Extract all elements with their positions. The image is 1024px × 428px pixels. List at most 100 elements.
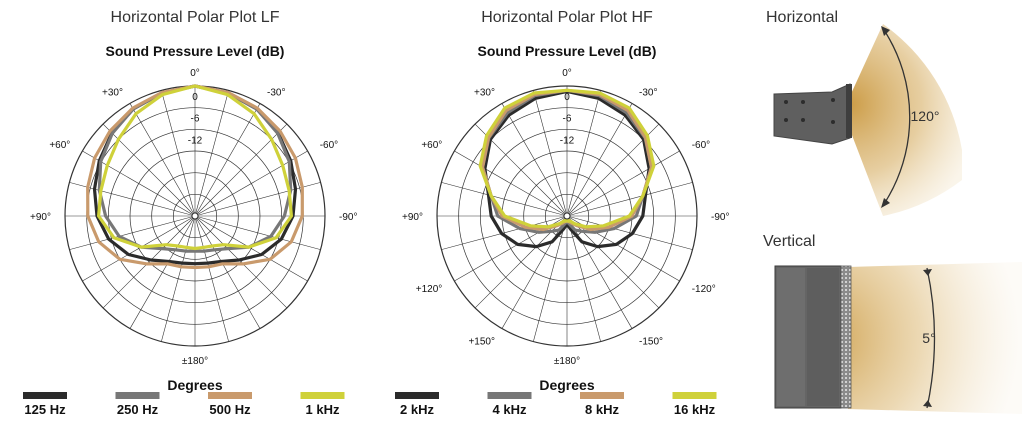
legend-label: 500 Hz <box>209 402 251 417</box>
grid-spoke <box>129 215 196 329</box>
grid-spoke <box>194 215 308 282</box>
grid-spoke <box>161 90 196 217</box>
radial-tick-label: -12 <box>560 135 575 146</box>
horizontal-angle-arc <box>883 29 911 205</box>
vertical-angle-arc <box>926 267 936 409</box>
x-axis-label: Degrees <box>167 377 222 393</box>
arc-arrowhead-top <box>881 26 890 36</box>
coverage-svg: 120° 5° <box>773 24 1022 414</box>
grid-spoke <box>454 150 568 217</box>
mount-hole-icon <box>801 118 805 122</box>
grid-spoke <box>82 215 196 282</box>
grid-spoke <box>194 215 288 309</box>
mount-hole-icon <box>784 100 788 104</box>
angle-label: -90° <box>711 212 729 223</box>
arc-arrowhead-bottom <box>923 400 932 407</box>
angle-label: ±180° <box>182 356 208 367</box>
grid-spoke <box>441 215 568 250</box>
grid-spoke <box>566 150 680 217</box>
grid-spoke <box>441 182 568 217</box>
hf-plot-title: Horizontal Polar Plot HF <box>481 9 653 26</box>
mount-hole-icon <box>784 118 788 122</box>
radial-tick-label: 0 <box>564 92 570 103</box>
angle-label: +30° <box>102 87 123 98</box>
grid-spoke <box>161 215 196 342</box>
lf-polar-plot: Horizontal Polar Plot LF Sound Pressure … <box>0 0 390 428</box>
speaker-front-edge <box>846 84 852 138</box>
angle-label: +30° <box>474 87 495 98</box>
angle-label: ±180° <box>554 356 580 367</box>
legend-swatch <box>395 392 439 399</box>
grid-spoke <box>533 215 568 342</box>
grid-spoke <box>566 90 601 217</box>
lf-polar-svg: Sound Pressure Level (dB) 0 -6 -12 0° -30° -60… <box>23 43 357 417</box>
angle-label: -30° <box>267 87 285 98</box>
radial-tick-label: -6 <box>563 114 572 125</box>
grid-spoke <box>194 90 229 217</box>
legend-label: 8 kHz <box>585 402 619 417</box>
mount-hole-icon <box>831 120 835 124</box>
angle-label: -120° <box>692 284 716 295</box>
grid-spoke <box>102 215 196 309</box>
grid-spoke <box>566 182 693 217</box>
series-line-2-khz <box>483 89 651 249</box>
legend-swatch <box>208 392 252 399</box>
horizontal-angle-label: 120° <box>911 108 940 124</box>
legend-label: 250 Hz <box>117 402 159 417</box>
arc-arrowhead-top <box>923 269 932 276</box>
grid-spoke <box>69 215 196 250</box>
plot-center <box>563 212 571 220</box>
speaker-top-view <box>773 83 851 145</box>
angle-label: +120° <box>416 284 443 295</box>
grid-spoke <box>501 215 568 329</box>
vertical-coverage-title: Vertical <box>763 233 816 250</box>
plot-subtitle: Sound Pressure Level (dB) <box>106 43 285 59</box>
grid-spoke <box>194 215 261 329</box>
grid-spoke <box>566 215 693 250</box>
mount-hole-icon <box>831 98 835 102</box>
angle-label: +60° <box>49 140 70 151</box>
legend-label: 16 kHz <box>674 402 716 417</box>
angle-label: +150° <box>468 337 495 348</box>
angle-label: -90° <box>339 212 357 223</box>
grid-spoke <box>566 103 633 217</box>
speaker-side-panel <box>807 268 839 406</box>
plot-subtitle: Sound Pressure Level (dB) <box>478 43 657 59</box>
grid-spoke <box>566 215 633 329</box>
series-line-1-khz <box>97 84 293 251</box>
vertical-angle-label: 5° <box>922 330 935 346</box>
horizontal-coverage-title: Horizontal <box>766 9 839 26</box>
plot-center <box>191 212 199 220</box>
grid-spoke <box>533 90 568 217</box>
angle-label: -30° <box>639 87 657 98</box>
angle-label: -60° <box>692 140 710 151</box>
legend-swatch <box>300 392 345 399</box>
legend-swatch <box>115 392 160 399</box>
hf-polar-plot: Horizontal Polar Plot HF Sound Pressure … <box>372 0 762 428</box>
grid-spoke <box>194 215 229 342</box>
legend-label: 125 Hz <box>24 402 66 417</box>
grid-spoke <box>194 182 321 217</box>
legend-label: 1 kHz <box>306 402 340 417</box>
legend-label: 2 kHz <box>400 402 434 417</box>
series-line-500-hz <box>86 84 304 270</box>
speaker-side-panel <box>777 268 805 406</box>
grid-spoke <box>69 182 196 217</box>
grid-spoke <box>102 123 196 217</box>
radial-tick-label: -12 <box>188 135 203 146</box>
angle-label: +90° <box>30 212 51 223</box>
series-line-250-hz <box>97 84 293 253</box>
angle-label: +90° <box>402 212 423 223</box>
legend-label: 4 kHz <box>493 402 527 417</box>
legend-swatch <box>23 392 67 399</box>
mount-hole-icon <box>801 100 805 104</box>
grid-spoke <box>501 103 568 217</box>
legend-swatch <box>580 392 624 399</box>
angle-label: 0° <box>190 68 200 79</box>
arc-arrowhead-bottom <box>881 198 890 208</box>
grid-spoke <box>129 103 196 217</box>
legend-swatch <box>487 392 532 399</box>
angle-label: 0° <box>562 68 572 79</box>
grid-spoke <box>194 215 321 250</box>
angle-label: +60° <box>421 140 442 151</box>
